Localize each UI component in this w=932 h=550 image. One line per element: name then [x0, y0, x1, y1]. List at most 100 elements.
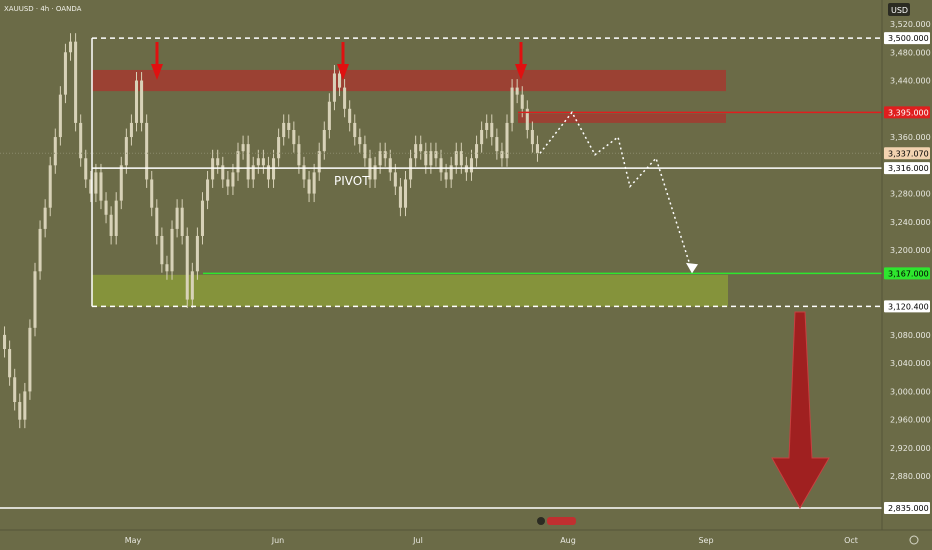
candle-body [3, 334, 7, 350]
candle-body [134, 80, 139, 123]
event-markers[interactable] [537, 517, 576, 525]
candle-body [373, 165, 377, 180]
candle-body [287, 122, 291, 130]
candle-body [104, 200, 108, 215]
candle-body [23, 391, 27, 420]
price-badge-label: 3,337.070 [888, 149, 929, 158]
candle-body [206, 179, 210, 201]
candle-body [525, 108, 529, 130]
big-down-arrow-icon [771, 311, 830, 510]
y-tick-label: 2,960.000 [890, 416, 931, 425]
candle-body [28, 327, 32, 392]
candle-body [363, 144, 367, 159]
candle-body [429, 151, 433, 166]
candle-body [459, 151, 463, 166]
candle-body [439, 158, 443, 173]
candle-body [175, 207, 179, 229]
candle-body [282, 122, 286, 138]
y-tick-label: 3,480.000 [890, 48, 931, 57]
candle-body [490, 122, 494, 138]
high-marker-shaft [519, 42, 523, 66]
price-badge[interactable] [884, 267, 930, 280]
candle-body [155, 207, 159, 236]
candle-body [388, 158, 392, 173]
price-badge[interactable] [884, 106, 930, 119]
candle-body [383, 151, 387, 159]
resistance-zone [92, 69, 726, 92]
candle-body [53, 137, 57, 166]
price-badge[interactable] [884, 502, 930, 514]
y-tick-label: 2,880.000 [890, 472, 931, 481]
price-badge-label: 3,120.400 [888, 302, 929, 311]
currency-badge[interactable] [888, 3, 910, 16]
price-badge-label: 3,395.000 [888, 108, 929, 117]
candle-body [89, 179, 93, 194]
candle-body [99, 172, 103, 201]
settings-icon[interactable] [909, 535, 919, 545]
candle-body [114, 200, 118, 236]
candle-body [226, 179, 230, 187]
projection-arrowhead [686, 262, 698, 274]
candle-body [505, 122, 509, 159]
candle-body [398, 186, 402, 208]
candle-body [337, 73, 342, 88]
candle-body [495, 137, 499, 152]
y-tick-label: 3,000.000 [890, 387, 931, 396]
y-tick-label: 2,920.000 [890, 444, 931, 453]
price-badge[interactable] [884, 32, 930, 45]
candle-body [246, 144, 250, 180]
candle-body [251, 165, 255, 180]
currency-label: USD [891, 6, 908, 15]
price-badge[interactable] [884, 300, 930, 313]
candle-body [327, 101, 331, 130]
price-badge[interactable] [884, 147, 930, 160]
candle-body [68, 41, 73, 53]
candle-body [195, 235, 199, 272]
candle-body [403, 179, 408, 208]
candle-body [129, 122, 133, 138]
candle-body [231, 172, 235, 187]
candle-body [419, 144, 423, 152]
candle-body [434, 151, 438, 159]
candle-body [200, 200, 205, 236]
candle-body [48, 165, 52, 208]
x-tick-label: Sep [698, 536, 713, 545]
candle-body [378, 151, 382, 166]
candle-body [74, 41, 78, 123]
candle-body [317, 151, 321, 173]
candle-body [170, 228, 174, 272]
price-badge[interactable] [884, 162, 930, 175]
candle-body [515, 87, 519, 95]
price-badge-label: 3,316.000 [888, 164, 929, 173]
event-marker-icon[interactable] [537, 517, 545, 525]
candle-body [63, 52, 67, 95]
candle-body [165, 264, 169, 272]
candle-body [145, 122, 149, 180]
price-badge-label: 2,835.000 [888, 504, 929, 513]
economic-events-badge[interactable] [547, 517, 576, 525]
candle-body [94, 172, 98, 194]
candle-body [8, 349, 12, 378]
candle-body [266, 165, 270, 180]
candle-body [302, 165, 306, 180]
x-tick-label: Jun [271, 536, 285, 545]
candle-body [109, 214, 113, 236]
candle-body [322, 129, 326, 152]
candle-body [485, 122, 489, 130]
candle-body [358, 137, 362, 145]
candle-body [236, 151, 240, 173]
candle-body [261, 158, 265, 166]
y-tick-label: 3,240.000 [890, 218, 931, 227]
minor-resistance-zone [518, 113, 726, 123]
high-marker-shaft [341, 42, 345, 66]
candle-body [414, 144, 418, 159]
candle-body [343, 87, 347, 109]
candle-body [18, 402, 22, 420]
candle-body [332, 73, 336, 102]
candle-body [348, 108, 352, 123]
y-tick-label: 3,440.000 [890, 77, 931, 86]
candle-body [58, 94, 62, 138]
candle-body [449, 165, 453, 180]
